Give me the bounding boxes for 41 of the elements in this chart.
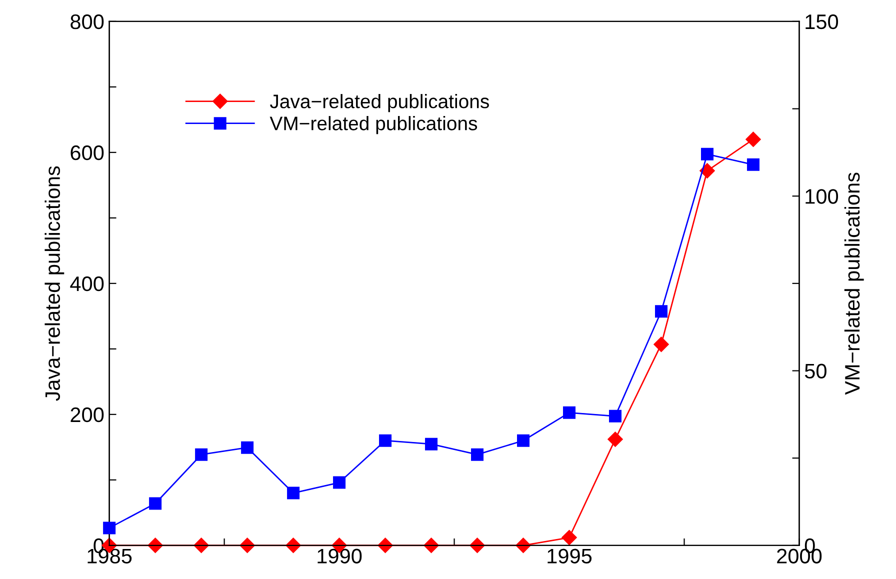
point [563,406,576,419]
point [700,163,715,178]
point [241,441,254,454]
point [195,448,208,461]
point [516,538,531,553]
x-tick-label: 1990 [318,548,362,564]
y-tick-label: 400 [70,276,104,292]
y-tick-label: 800 [70,14,104,30]
point [286,538,301,553]
point [148,538,163,553]
point [287,486,300,500]
x-tick-label: 1995 [548,548,592,564]
point [517,434,530,447]
point [103,522,116,534]
point [471,448,484,461]
point [608,432,623,447]
y-tick-label: 200 [70,407,104,422]
point [655,305,668,318]
point [240,538,255,553]
y2-tick-label: 150 [806,14,838,30]
point [746,132,761,147]
y-tick-label: 600 [70,145,104,160]
y-axis-title: Java−related publications [44,166,64,401]
point [700,148,714,160]
point [424,538,439,553]
point [609,410,622,422]
point [149,497,162,510]
point [194,538,209,553]
point [378,538,393,553]
y2-tick-label: 50 [804,364,826,379]
y2-axis-title: VM−related publications [844,172,864,395]
point [333,476,346,489]
point [654,336,669,352]
legend-label: VM−related publications [270,116,478,134]
point [470,538,485,553]
point [562,530,577,546]
y2-tick-label: 100 [806,189,838,204]
point [746,158,760,171]
point [379,434,392,447]
legend-label: Java−related publications [270,94,489,112]
point [425,438,438,450]
